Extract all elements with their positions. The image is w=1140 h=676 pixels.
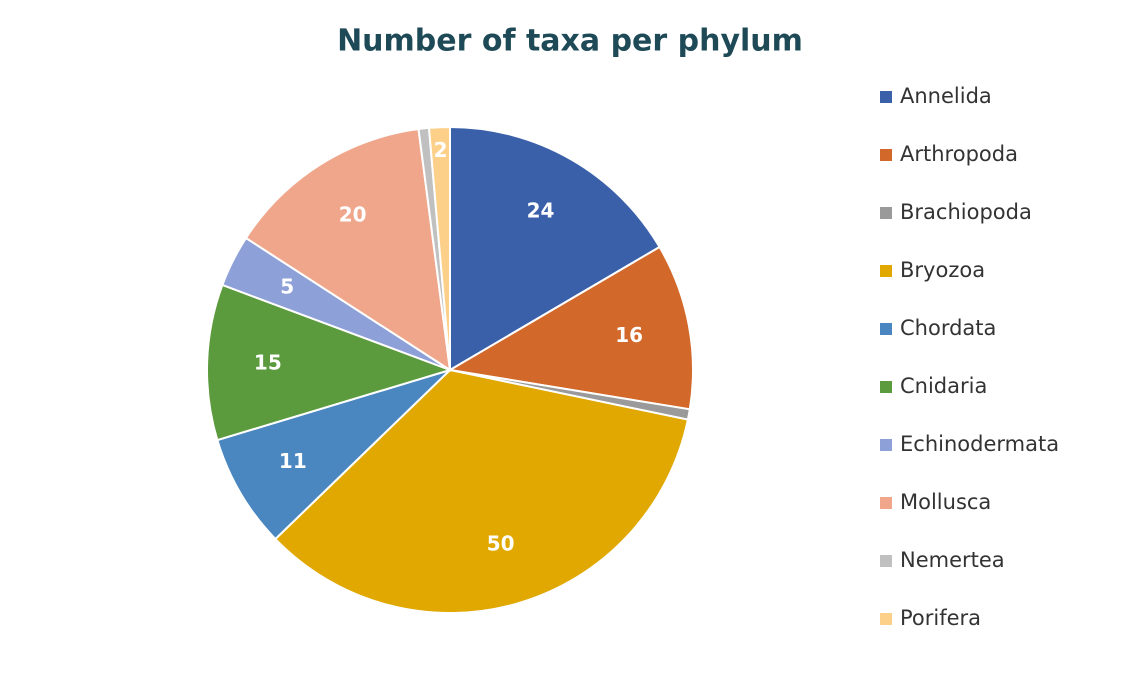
- data-label: 2: [434, 138, 448, 162]
- data-label: 5: [280, 275, 294, 299]
- legend-label: Porifera: [900, 606, 981, 630]
- legend-marker: [880, 439, 892, 451]
- legend-label: Bryozoa: [900, 258, 985, 282]
- legend-label: Annelida: [900, 84, 992, 108]
- legend-marker: [880, 381, 892, 393]
- legend-marker: [880, 149, 892, 161]
- data-label: 15: [254, 351, 282, 375]
- legend-label: Chordata: [900, 316, 996, 340]
- legend-marker: [880, 323, 892, 335]
- legend-marker: [880, 497, 892, 509]
- legend-label: Echinodermata: [900, 432, 1059, 456]
- data-label: 24: [527, 198, 555, 222]
- legend-label: Brachiopoda: [900, 200, 1032, 224]
- data-label: 11: [279, 449, 307, 473]
- data-label: 50: [487, 532, 515, 556]
- pie-slice: [216, 369, 451, 541]
- pie-slice: [244, 127, 452, 373]
- legend-label: Nemertea: [900, 548, 1005, 572]
- pie-slice: [427, 125, 451, 371]
- legend-marker: [880, 207, 892, 219]
- chart-title: Number of taxa per phylum: [337, 24, 803, 59]
- pie-slice: [206, 283, 454, 442]
- legend-label: Arthropoda: [900, 142, 1018, 166]
- pie-slice: [273, 368, 690, 614]
- pie-slice: [449, 125, 661, 372]
- legend-label: Cnidaria: [900, 374, 987, 398]
- data-label: 16: [615, 323, 643, 347]
- legend-marker: [880, 555, 892, 567]
- legend-marker: [880, 613, 892, 625]
- legend-marker: [880, 265, 892, 277]
- legend-label: Mollusca: [900, 490, 991, 514]
- data-label: 20: [339, 202, 367, 226]
- pie-slice: [447, 245, 694, 411]
- legend-marker: [880, 91, 892, 103]
